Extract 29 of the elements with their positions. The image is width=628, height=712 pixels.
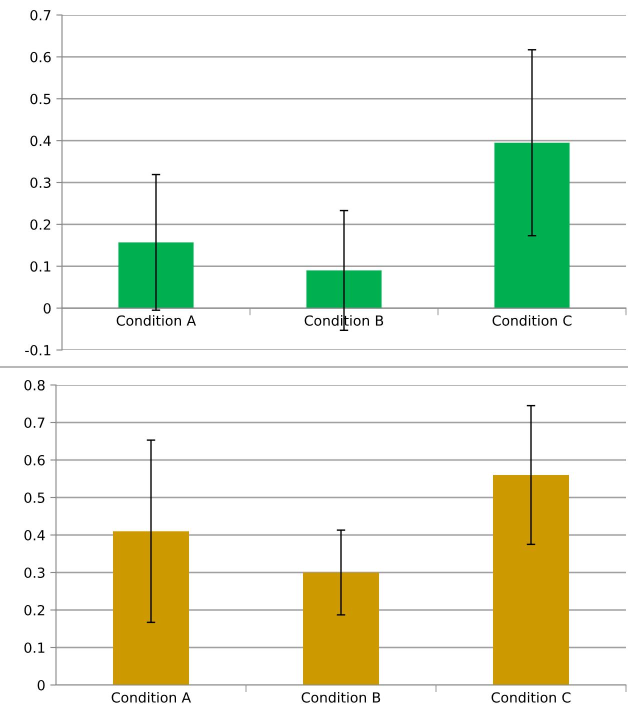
y-tick-label: 0.1 [30, 261, 50, 272]
x-tick-label: Condition B [302, 692, 380, 703]
bar [303, 572, 379, 685]
y-tick-label: 0.5 [24, 492, 44, 503]
x-tick-label: Condition A [112, 692, 191, 703]
y-tick-label: 0.3 [24, 567, 44, 578]
y-tick-label: 0.7 [24, 417, 44, 428]
y-tick-label: 0.5 [30, 94, 50, 104]
x-tick-label: Condition C [492, 315, 572, 326]
y-tick-label: 0.6 [30, 52, 51, 62]
y-tick-label: 0.8 [24, 380, 45, 390]
bar [494, 142, 570, 308]
y-tick-label: 0.2 [24, 604, 44, 616]
y-tick-label: 0 [38, 680, 45, 690]
y-tick-label: 0.2 [30, 219, 50, 230]
y-tick-label: 0.4 [24, 530, 45, 540]
y-tick-label: 0 [44, 303, 51, 314]
y-tick-label: 0.4 [30, 136, 51, 146]
y-tick-label: 0.3 [30, 177, 50, 188]
bar [113, 531, 189, 685]
x-tick-label: Condition C [492, 692, 570, 703]
bar [118, 242, 194, 308]
y-tick-label: -0.1 [25, 344, 50, 356]
bar [493, 475, 569, 685]
x-tick-label: Condition A [116, 315, 196, 326]
y-tick-label: 0.6 [24, 454, 45, 466]
y-tick-label: 0.7 [30, 10, 50, 20]
bar [306, 270, 382, 308]
y-tick-label: 0.1 [24, 642, 44, 653]
